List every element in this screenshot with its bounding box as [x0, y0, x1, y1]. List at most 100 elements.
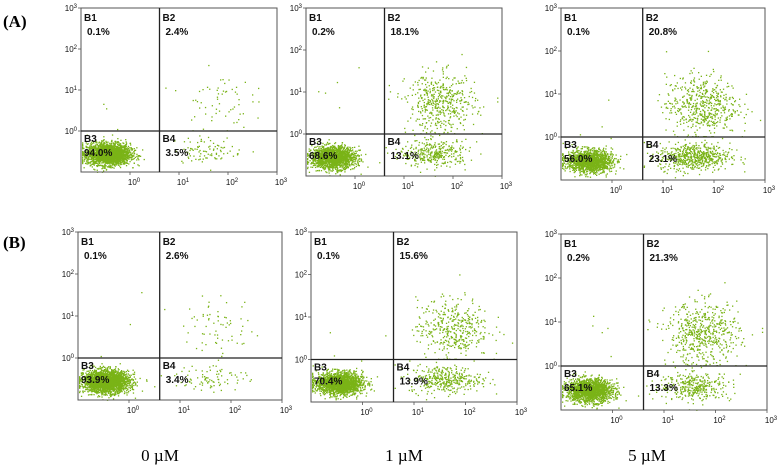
event-dot: [425, 148, 427, 151]
event-dot: [99, 164, 101, 167]
event-dot: [359, 160, 361, 163]
event-dot: [235, 86, 238, 88]
event-dot: [103, 151, 106, 154]
event-dot: [409, 147, 412, 149]
event-dot: [110, 165, 112, 167]
event-dot: [128, 149, 130, 151]
event-dot: [198, 151, 200, 153]
event-dot: [461, 53, 463, 56]
event-dot: [112, 149, 114, 152]
event-dot: [104, 146, 107, 148]
event-dot: [348, 149, 351, 151]
event-dot: [337, 171, 339, 173]
event-dot: [402, 80, 404, 82]
event-dot: [202, 150, 205, 152]
event-dot: [115, 160, 117, 162]
event-dot: [351, 159, 353, 161]
event-dot: [94, 150, 96, 152]
event-dot: [314, 163, 316, 165]
event-dot: [103, 150, 105, 152]
event-dot: [326, 164, 329, 166]
event-dot: [98, 156, 100, 158]
event-dot: [95, 162, 98, 164]
event-dot: [337, 148, 339, 151]
event-dot: [101, 153, 103, 155]
event-dot: [330, 170, 332, 172]
event-dot: [112, 142, 114, 144]
event-dot: [87, 147, 89, 149]
event-dot: [221, 93, 223, 95]
event-dot: [258, 87, 260, 90]
event-dot: [101, 147, 103, 149]
event-dot: [237, 153, 239, 155]
event-dot: [311, 162, 313, 164]
event-dot: [342, 152, 344, 154]
event-dot: [440, 165, 442, 167]
event-dot: [346, 164, 348, 166]
event-dot: [445, 109, 447, 112]
event-dot: [321, 162, 323, 165]
event-dot: [212, 149, 215, 151]
event-dot: [418, 118, 420, 120]
event-dot: [93, 157, 96, 159]
event-dot: [130, 153, 132, 155]
event-dot: [344, 165, 347, 168]
event-dot: [200, 138, 202, 141]
x-tick-label: 100: [128, 178, 141, 187]
event-dot: [125, 156, 127, 159]
event-dot: [90, 161, 92, 163]
event-dot: [216, 96, 219, 98]
event-dot: [90, 164, 92, 167]
event-dot: [221, 157, 223, 159]
event-dot: [328, 167, 330, 169]
event-dot: [334, 145, 336, 147]
event-dot: [119, 156, 122, 158]
event-dot: [109, 158, 112, 160]
event-dot: [345, 163, 348, 165]
event-dot: [116, 151, 118, 154]
event-dot: [328, 139, 330, 141]
event-dot: [89, 145, 91, 147]
event-dot: [337, 150, 339, 152]
event-dot: [446, 109, 448, 111]
event-dot: [403, 78, 405, 80]
event-dot: [123, 151, 125, 153]
event-dot: [465, 148, 467, 151]
event-dot: [96, 158, 98, 160]
event-dot: [336, 151, 338, 154]
event-dot: [116, 162, 118, 164]
event-dot: [453, 110, 455, 112]
event-dot: [326, 165, 328, 167]
event-dot: [123, 142, 125, 145]
event-dot: [354, 146, 356, 148]
event-dot: [86, 162, 88, 164]
event-dot: [209, 88, 211, 90]
event-dot: [132, 154, 134, 156]
event-dot: [105, 157, 107, 159]
event-dot: [452, 142, 454, 144]
event-dot: [110, 148, 112, 150]
event-dot: [106, 166, 109, 168]
event-dot: [497, 101, 499, 103]
event-dot: [103, 136, 105, 138]
event-dot: [448, 145, 450, 147]
event-dot: [426, 147, 428, 149]
event-dot: [325, 171, 327, 173]
event-dot: [360, 173, 362, 175]
event-dot: [343, 158, 346, 160]
event-dot: [198, 145, 200, 147]
event-dot: [215, 153, 218, 155]
event-dot: [105, 152, 107, 155]
event-dot: [126, 162, 128, 164]
event-dot: [340, 155, 342, 157]
event-dot: [143, 158, 145, 161]
event-dot: [103, 154, 105, 157]
event-dot: [326, 141, 329, 144]
event-dot: [238, 119, 240, 121]
event-dot: [424, 150, 426, 152]
event-dot: [349, 146, 351, 148]
event-dot: [348, 162, 350, 164]
event-dot: [344, 154, 347, 156]
event-dot: [445, 141, 448, 143]
event-dot: [348, 158, 350, 161]
